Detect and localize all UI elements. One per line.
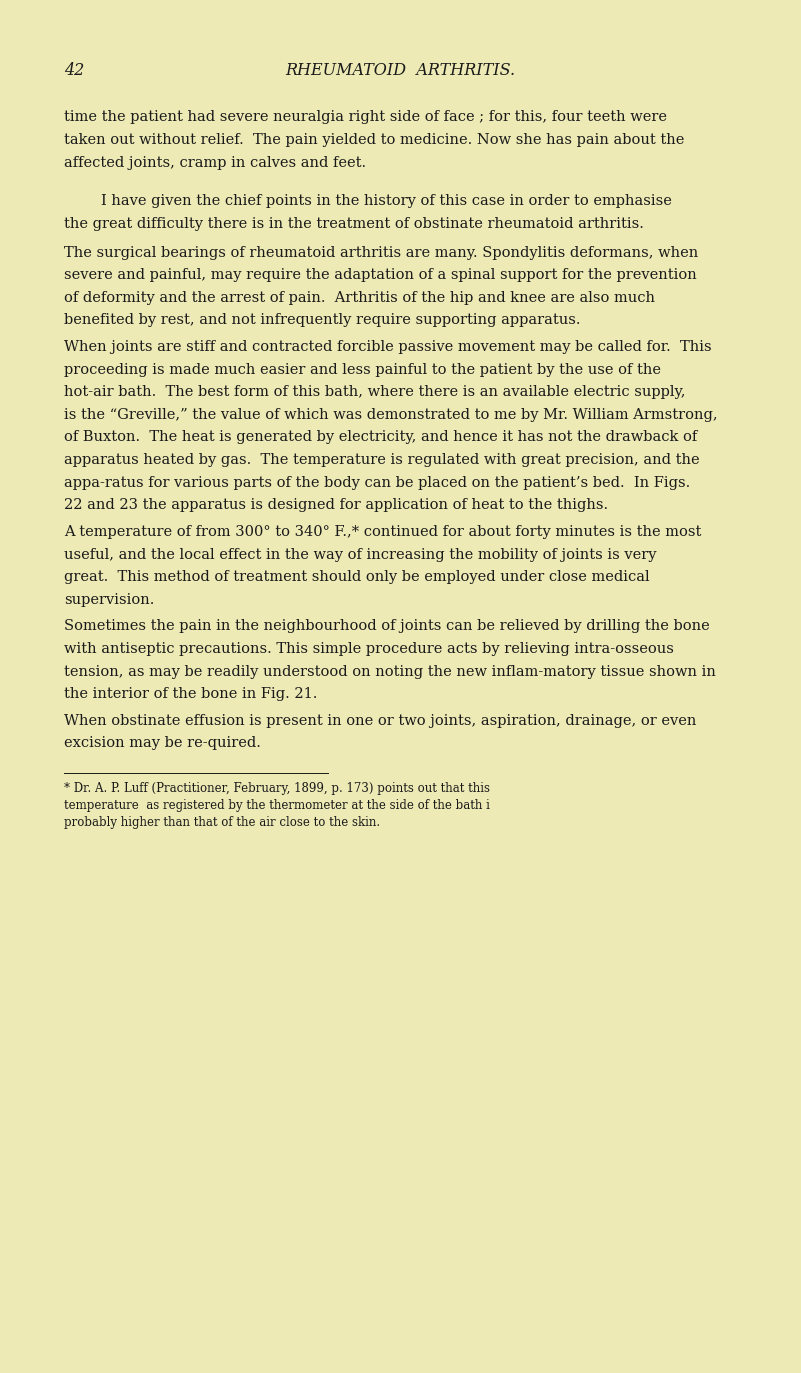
Text: supervision.: supervision. xyxy=(64,593,155,607)
Text: time the patient had severe neuralgia right side of face ; for this, four teeth : time the patient had severe neuralgia ri… xyxy=(64,110,667,125)
Text: A temperature of from 300° to 340° F.,* continued for about forty minutes is the: A temperature of from 300° to 340° F.,* … xyxy=(64,524,702,538)
Text: When joints are stiff and contracted forcible passive movement may be called for: When joints are stiff and contracted for… xyxy=(64,341,712,354)
Text: 22 and 23 the apparatus is designed for application of heat to the thighs.: 22 and 23 the apparatus is designed for … xyxy=(64,498,608,512)
Text: The surgical bearings of rheumatoid arthritis are many. Spondylitis deformans, w: The surgical bearings of rheumatoid arth… xyxy=(64,246,698,259)
Text: hot-air bath.  The best form of this bath, where there is an available electric : hot-air bath. The best form of this bath… xyxy=(64,386,686,400)
Text: excision may be re­quired.: excision may be re­quired. xyxy=(64,736,261,751)
Text: with antiseptic precautions. This simple procedure acts by relieving intra-osseo: with antiseptic precautions. This simple… xyxy=(64,643,674,656)
Text: 42: 42 xyxy=(64,62,84,78)
Text: * Dr. A. P. Luff (Practitioner, February, 1899, p. 173) points out that this: * Dr. A. P. Luff (Practitioner, February… xyxy=(64,781,490,795)
Text: benefited by rest, and not infrequently require supporting apparatus.: benefited by rest, and not infrequently … xyxy=(64,313,581,327)
Text: of deformity and the arrest of pain.  Arthritis of the hip and knee are also muc: of deformity and the arrest of pain. Art… xyxy=(64,291,655,305)
Text: When obstinate effusion is present in one or two joints, aspiration, drainage, o: When obstinate effusion is present in on… xyxy=(64,714,696,728)
Text: temperature  as registered by the thermometer at the side of the bath i: temperature as registered by the thermom… xyxy=(64,799,490,811)
Text: tension, as may be readily understood on noting the new inflam­matory tissue sho: tension, as may be readily understood on… xyxy=(64,665,716,678)
Text: useful, and the local effect in the way of increasing the mobility of joints is : useful, and the local effect in the way … xyxy=(64,548,657,562)
Text: RHEUMATOID  ARTHRITIS.: RHEUMATOID ARTHRITIS. xyxy=(285,62,516,78)
Text: appa­ratus for various parts of the body can be placed on the patient’s bed.  In: appa­ratus for various parts of the body… xyxy=(64,475,690,490)
Text: Sometimes the pain in the neighbourhood of joints can be relieved by drilling th: Sometimes the pain in the neighbourhood … xyxy=(64,619,710,633)
Text: severe and painful, may require the adaptation of a spinal support for the preve: severe and painful, may require the adap… xyxy=(64,268,697,281)
Text: taken out without relief.  The pain yielded to medicine. Now she has pain about : taken out without relief. The pain yield… xyxy=(64,133,685,147)
Text: is the “Greville,” the value of which was demonstrated to me by Mr. William Arms: is the “Greville,” the value of which wa… xyxy=(64,408,718,422)
Text: of Buxton.  The heat is generated by electricity, and hence it has not the drawb: of Buxton. The heat is generated by elec… xyxy=(64,430,698,445)
Text: great.  This method of treatment should only be employed under close medical: great. This method of treatment should o… xyxy=(64,570,650,584)
Text: the interior of the bone in Fig. 21.: the interior of the bone in Fig. 21. xyxy=(64,688,317,702)
Text: I have given the chief points in the history of this case in order to emphasise: I have given the chief points in the his… xyxy=(64,194,672,207)
Text: affected joints, cramp in calves and feet.: affected joints, cramp in calves and fee… xyxy=(64,155,366,169)
Text: proceeding is made much easier and less painful to the patient by the use of the: proceeding is made much easier and less … xyxy=(64,362,661,376)
Text: the great difficulty there is in the treatment of obstinate rheumatoid arthritis: the great difficulty there is in the tre… xyxy=(64,217,644,231)
Text: probably higher than that of the air close to the skin.: probably higher than that of the air clo… xyxy=(64,816,380,829)
Text: apparatus heated by gas.  The temperature is regulated with great precision, and: apparatus heated by gas. The temperature… xyxy=(64,453,700,467)
